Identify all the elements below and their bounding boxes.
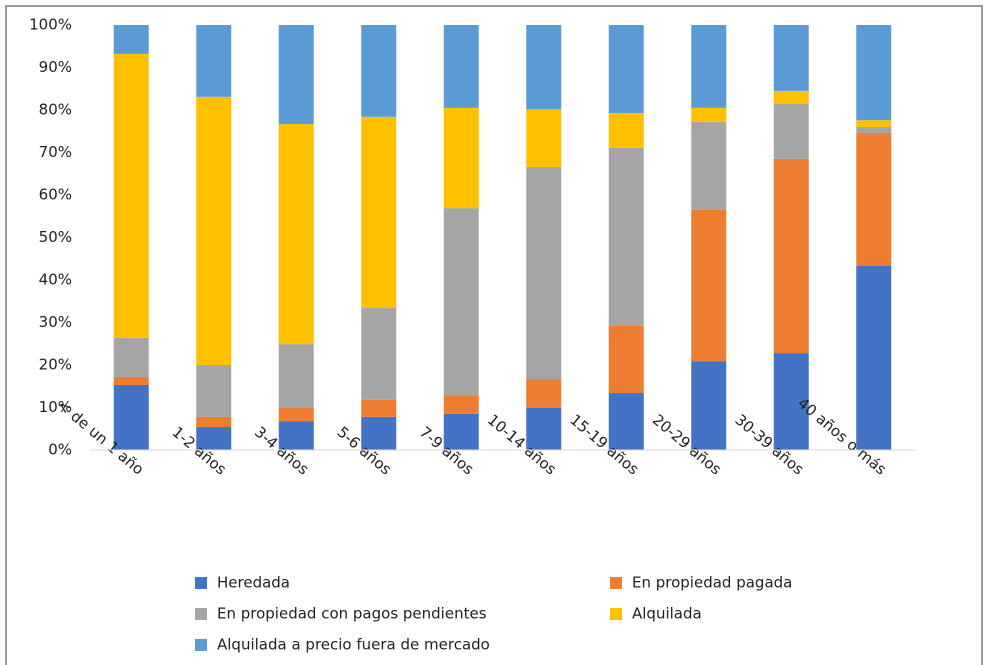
bar-segment: [196, 416, 232, 428]
bar-segment: [691, 361, 727, 450]
bar-segment: [691, 25, 727, 108]
y-tick-label: 10%: [39, 398, 72, 416]
bar-segment: [608, 25, 644, 113]
bar-segment: [773, 353, 809, 450]
bar-segment: [361, 399, 397, 417]
bar-segment: [278, 344, 314, 408]
bar-segment: [278, 124, 314, 345]
legend-swatch: [195, 639, 207, 651]
y-tick-label: 0%: [48, 441, 72, 459]
bar-segment: [526, 166, 562, 380]
bar-segment: [196, 96, 232, 365]
bar-segment: [113, 53, 149, 338]
bar-segment: [608, 112, 644, 148]
bar-segment: [196, 365, 232, 417]
legend-swatch: [195, 577, 207, 589]
bar-segment: [113, 25, 149, 54]
bar-segment: [443, 395, 479, 414]
bar-segment: [526, 407, 562, 450]
bar-segment: [526, 379, 562, 408]
bar-segment: [773, 90, 809, 105]
bar-segment: [691, 107, 727, 122]
bar-segment: [278, 407, 314, 422]
bar-segment: [773, 158, 809, 354]
bar-segment: [856, 132, 892, 266]
bar-segment: [278, 421, 314, 450]
y-tick-label: 50%: [39, 228, 72, 246]
bar-segment: [608, 325, 644, 394]
y-tick-label: 90%: [39, 58, 72, 76]
frame: [5, 5, 983, 665]
legend-swatch: [610, 608, 622, 620]
bar-segment: [196, 427, 232, 450]
y-tick-label: 40%: [39, 271, 72, 289]
bar-segment: [113, 376, 149, 385]
bar-segment: [196, 25, 232, 97]
bar-segment: [443, 25, 479, 108]
bar-segment: [856, 127, 892, 133]
bar-segment: [691, 121, 727, 210]
legend-label: En propiedad con pagos pendientes: [217, 605, 487, 623]
bar-segment: [526, 109, 562, 167]
bar-segment: [443, 413, 479, 450]
y-tick-label: 30%: [39, 313, 72, 331]
legend-swatch: [610, 577, 622, 589]
bar-segment: [773, 25, 809, 91]
bar-segment: [608, 147, 644, 326]
y-tick-label: 100%: [29, 16, 72, 34]
bar-segment: [773, 104, 809, 159]
legend-label: Heredada: [217, 574, 290, 592]
bar-segment: [278, 25, 314, 125]
bar-segment: [361, 25, 397, 117]
bar-segment: [443, 107, 479, 209]
y-tick-label: 20%: [39, 356, 72, 374]
y-tick-label: 60%: [39, 186, 72, 204]
legend-label: En propiedad pagada: [632, 574, 792, 592]
bar-segment: [113, 384, 149, 450]
bar-segment: [856, 25, 892, 121]
bar-segment: [361, 308, 397, 400]
bar-segment: [361, 416, 397, 450]
bar-segment: [856, 120, 892, 127]
bar-segment: [113, 337, 149, 377]
bar-segment: [691, 209, 727, 362]
y-tick-label: 70%: [39, 143, 72, 161]
bar-segment: [526, 25, 562, 110]
bar-segment: [856, 265, 892, 450]
legend-label: Alquilada: [632, 605, 702, 623]
bar-segment: [361, 116, 397, 309]
bar-segment: [443, 208, 479, 396]
legend-label: Alquilada a precio fuera de mercado: [217, 636, 490, 654]
bar-segment: [608, 393, 644, 450]
legend-swatch: [195, 608, 207, 620]
y-tick-label: 80%: [39, 101, 72, 119]
